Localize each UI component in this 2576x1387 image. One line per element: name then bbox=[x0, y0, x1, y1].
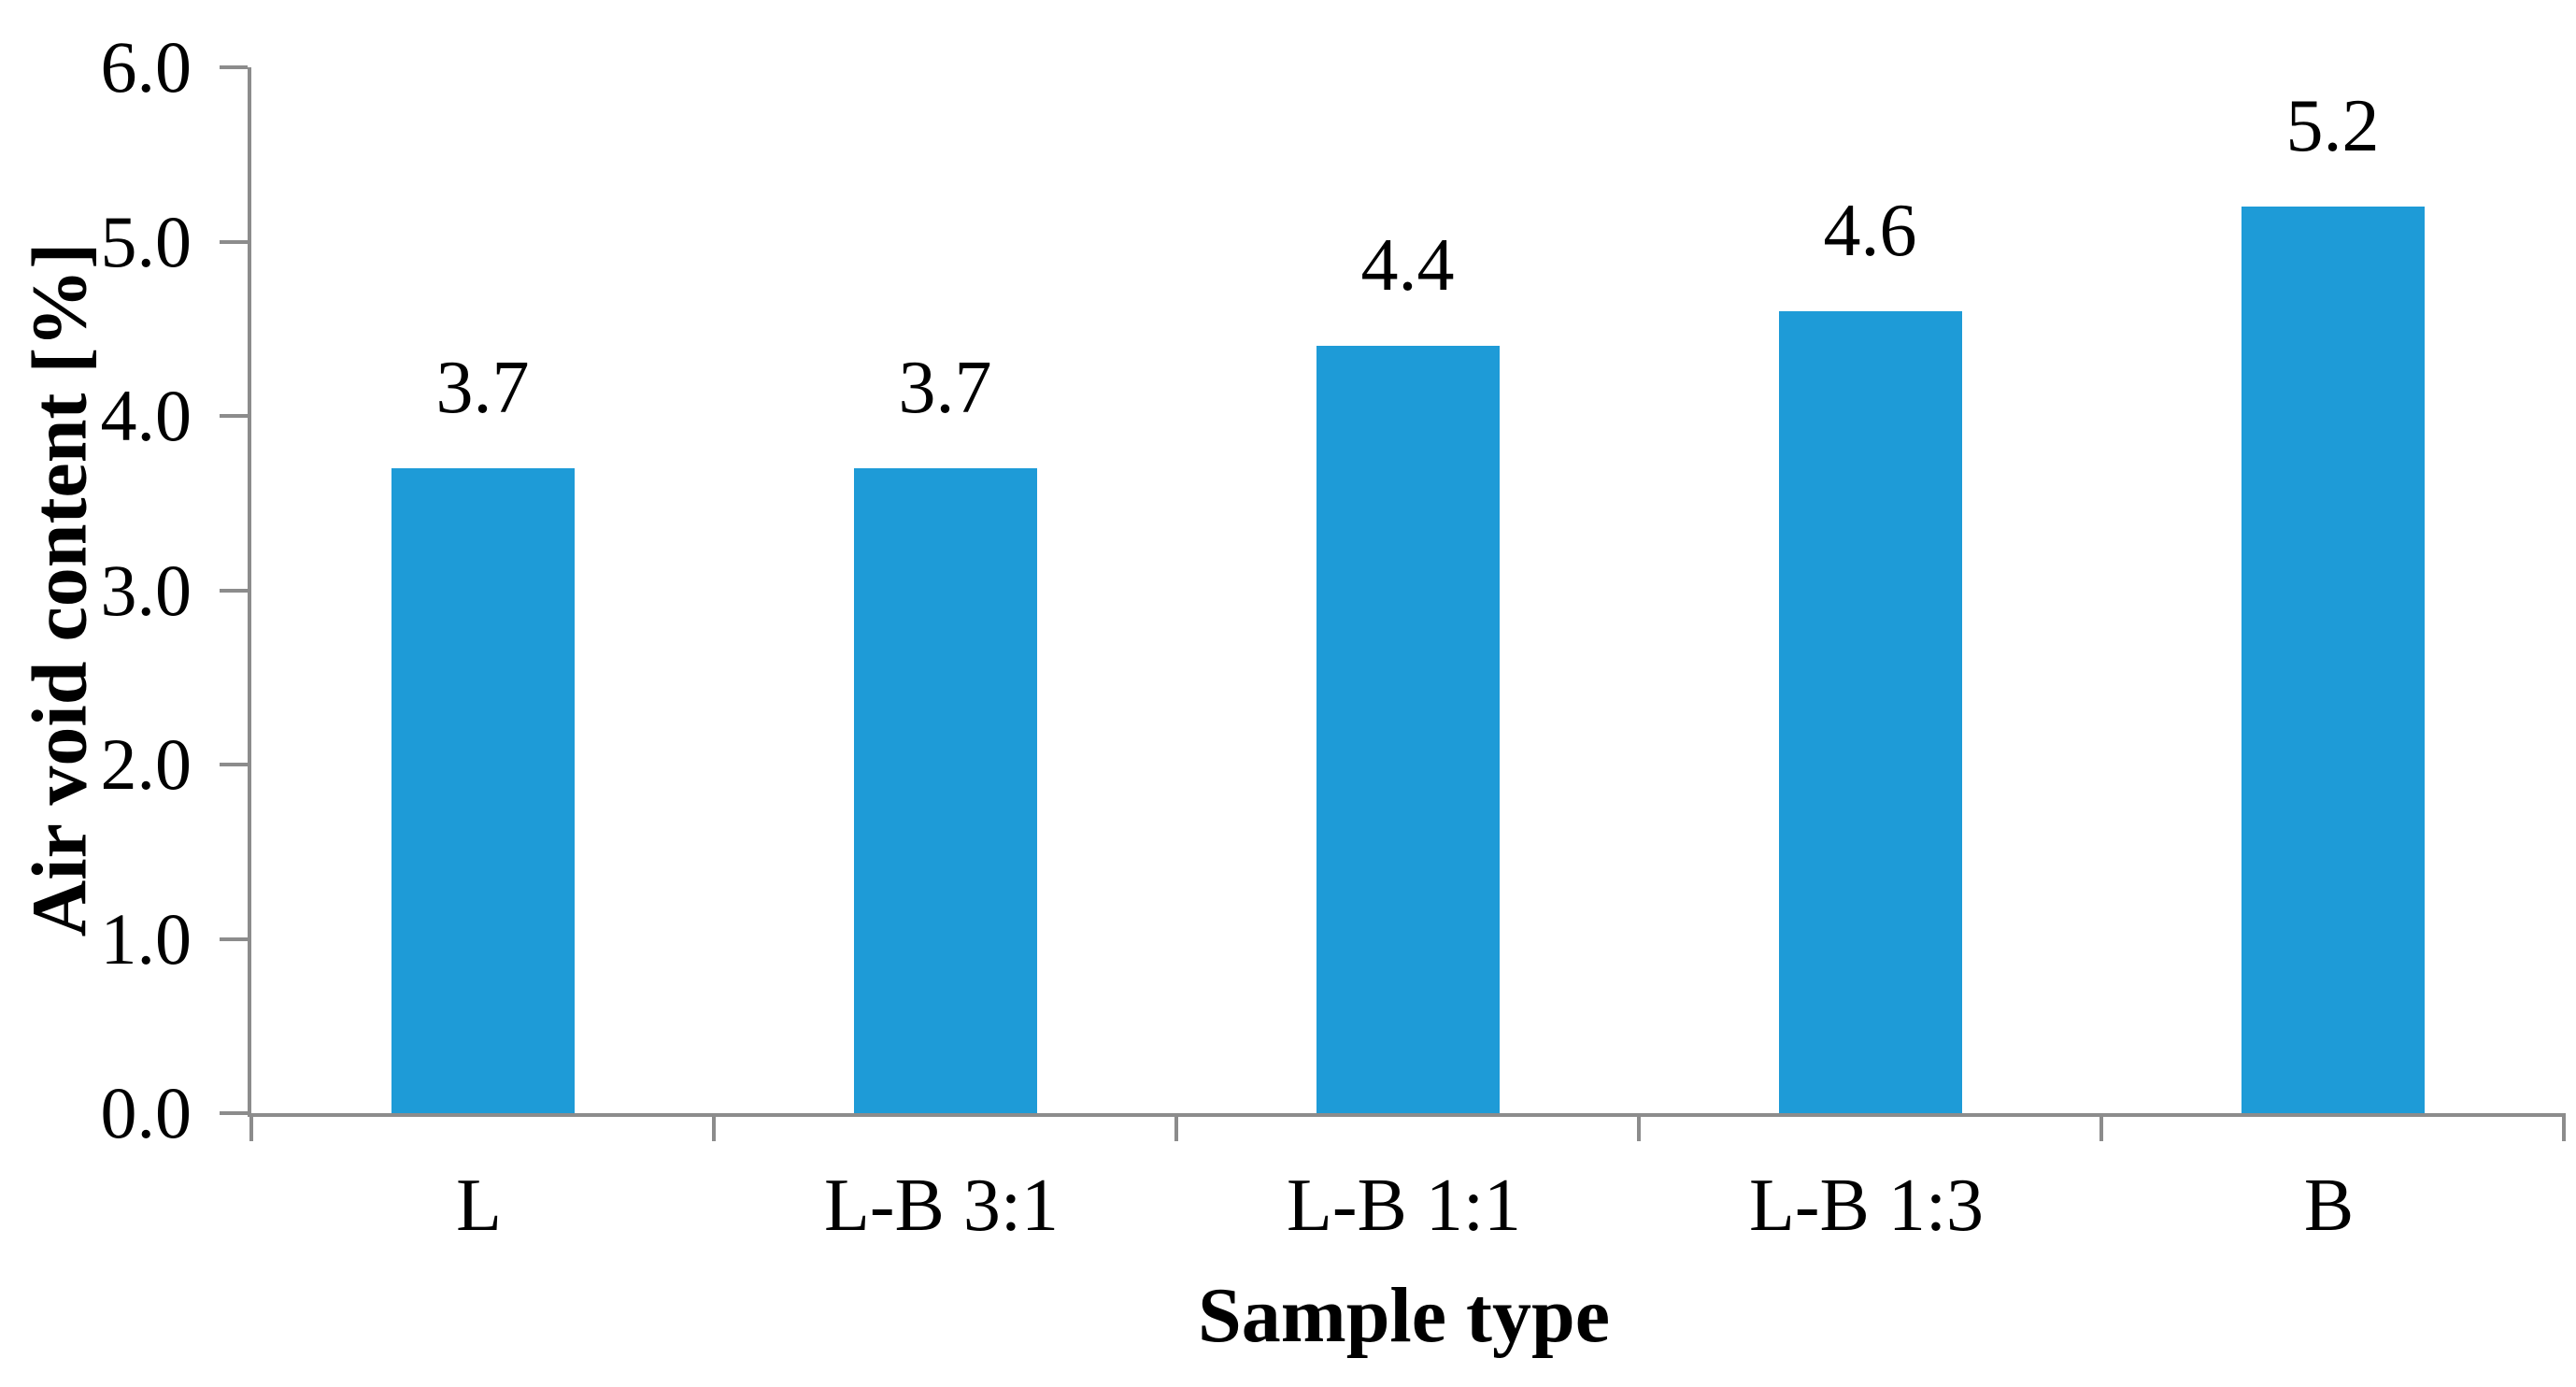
y-axis-tick bbox=[220, 65, 248, 69]
y-axis-tick bbox=[220, 937, 248, 941]
x-category-label: L bbox=[456, 1165, 502, 1247]
x-category-label: L-B 1:1 bbox=[1286, 1165, 1522, 1247]
x-category-label: L-B 1:3 bbox=[1748, 1165, 1985, 1247]
x-axis-tick bbox=[712, 1113, 716, 1141]
y-tick-label: 1.0 bbox=[100, 897, 192, 979]
bar-value-label: 4.6 bbox=[1823, 190, 1917, 273]
y-tick-label: 2.0 bbox=[100, 723, 192, 805]
x-axis-tick bbox=[2562, 1113, 2566, 1141]
x-category-label: B bbox=[2303, 1165, 2355, 1247]
bar-value-label: 3.7 bbox=[435, 346, 530, 429]
y-axis-tick bbox=[220, 414, 248, 418]
x-axis-tick bbox=[249, 1113, 253, 1141]
x-axis-tick bbox=[1174, 1113, 1178, 1141]
bar-value-label: 3.7 bbox=[898, 346, 992, 429]
y-tick-label: 5.0 bbox=[100, 200, 192, 282]
bar bbox=[853, 467, 1037, 1113]
bar bbox=[1316, 346, 1500, 1113]
x-axis-title: Sample type bbox=[1198, 1272, 1610, 1359]
y-tick-label: 0.0 bbox=[100, 1072, 192, 1153]
x-axis-tick bbox=[2099, 1113, 2103, 1141]
y-axis-tick bbox=[220, 763, 248, 766]
y-tick-label: 6.0 bbox=[100, 26, 192, 107]
x-category-label: L-B 3:1 bbox=[823, 1165, 1060, 1247]
bar-value-label: 4.4 bbox=[1360, 224, 1455, 307]
bar bbox=[1778, 311, 1962, 1113]
x-axis-tick bbox=[1637, 1113, 1641, 1141]
bar bbox=[2241, 207, 2425, 1113]
bar-value-label: 5.2 bbox=[2285, 85, 2380, 168]
plot-area: 0.0 1.0 2.0 3.0 4.0 5.0 6.0 3.7 3.7 4.4 4.6 5.2 bbox=[101, 26, 2566, 1153]
bar bbox=[391, 467, 575, 1113]
y-axis-tick bbox=[220, 588, 248, 593]
y-tick-label: 4.0 bbox=[100, 375, 192, 456]
y-tick-label: 3.0 bbox=[100, 549, 192, 631]
y-axis-tick bbox=[220, 1111, 248, 1115]
y-axis-tick bbox=[220, 239, 248, 244]
